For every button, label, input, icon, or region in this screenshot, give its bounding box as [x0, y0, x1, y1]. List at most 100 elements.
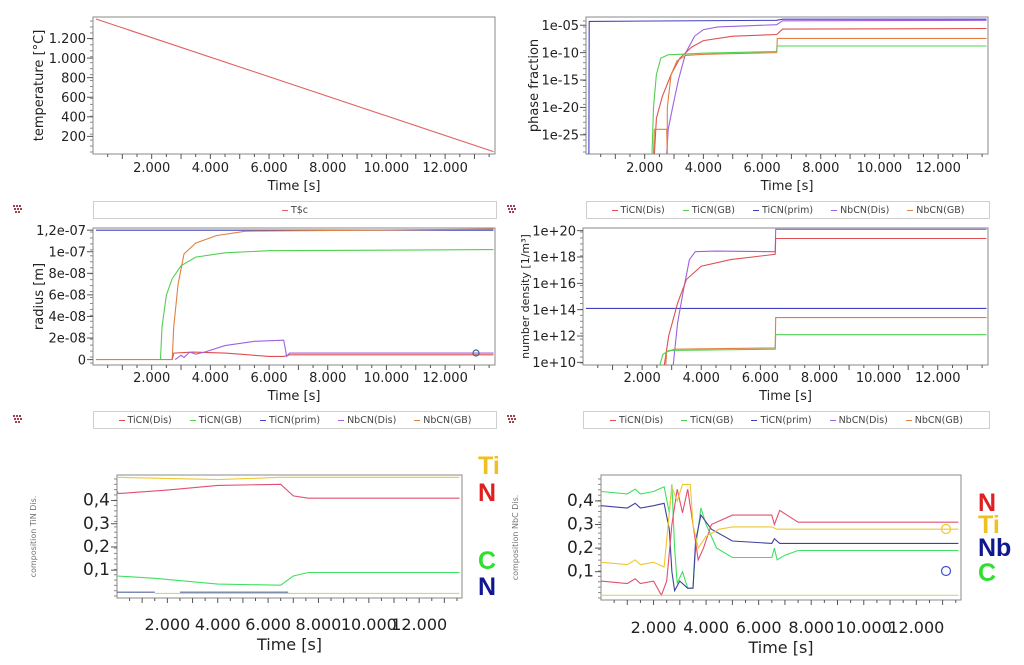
y-tick-label: 2e-08 — [48, 332, 86, 347]
element-legend-c: C — [478, 547, 497, 575]
plot-frame — [116, 474, 463, 599]
legend-item[interactable]: TiCN(GB) — [189, 415, 242, 426]
y-tick-label: 1e-10 — [541, 46, 579, 61]
x-tick-label: 2.000 — [133, 161, 170, 176]
chart-settings-icon[interactable] — [507, 205, 517, 214]
legend-swatch — [907, 209, 914, 211]
y-tick-label: 0,1 — [83, 560, 110, 580]
y-tick-label: 1e+12 — [532, 330, 576, 345]
x-tick-label: 2.000 — [626, 161, 663, 176]
element-legend-c: C — [978, 559, 997, 587]
y-axis-label: radius [m] — [32, 263, 47, 330]
y-tick-label: 1.200 — [49, 32, 86, 47]
series-line-n — [117, 483, 460, 499]
chart-settings-icon[interactable] — [13, 415, 23, 424]
legend-label: TiCN(Dis) — [619, 414, 664, 426]
series-line-ticn-gb- — [159, 249, 494, 360]
legend-label: T$c — [290, 204, 309, 216]
legend-swatch — [189, 419, 196, 421]
series-group — [601, 483, 959, 597]
y-tick-label: 8e-08 — [48, 267, 86, 282]
legend-item[interactable]: NbCN(GB) — [905, 415, 963, 426]
x-tick-label: 8.000 — [309, 161, 346, 176]
x-tick-label: 6.000 — [736, 618, 782, 637]
x-tick-label: 12.000 — [422, 161, 468, 176]
chart-settings-icon[interactable] — [507, 415, 517, 424]
legend-label: NbCN(Dis) — [838, 414, 888, 426]
x-axis-label: Time [s] — [747, 638, 813, 657]
legend-item[interactable]: NbCN(GB) — [414, 415, 471, 426]
x-tick-label: 6.000 — [250, 371, 287, 386]
y-axis-label: phase fraction — [527, 39, 542, 132]
legend-label: TiCN(Dis) — [620, 204, 665, 216]
temperature-plot: 200 400 600 800 1.000 1.200 2.000 4.000 6.000 8.0… — [32, 16, 496, 194]
legend-swatch — [681, 419, 688, 421]
x-tick-label: 4.000 — [683, 371, 720, 386]
x-tick-label: 4.000 — [192, 161, 229, 176]
y-axis-label: temperature [°C] — [32, 30, 47, 142]
radius-plot: 0 2e-08 4e-08 6e-08 8e-08 1e-07 1,2e-07 2.000 4.… — [32, 224, 496, 404]
legend-swatch — [338, 419, 345, 421]
grid-icon-svg — [13, 205, 22, 213]
legend-item[interactable]: NbCN(Dis) — [829, 414, 888, 426]
series-line-ticn-dis- — [171, 351, 494, 360]
x-tick-label: 12.000 — [391, 615, 447, 634]
y-tick-label: 4e-08 — [48, 310, 86, 325]
legend-swatch — [118, 419, 125, 421]
legend-item[interactable]: NbCN(Dis) — [831, 205, 889, 216]
marker-circle-ti — [940, 523, 952, 535]
y-tick-label: 400 — [61, 110, 86, 125]
series-line-n — [601, 489, 959, 597]
x-tick-label: 2.000 — [133, 371, 170, 386]
series-group — [95, 228, 494, 361]
legend-item[interactable]: TiCN(prim) — [751, 415, 812, 426]
legend-item[interactable]: TiCN(Dis) — [610, 415, 663, 426]
legend-swatch — [682, 209, 689, 211]
y-tick-label: 200 — [61, 130, 86, 145]
series-line-nbcn-dis- — [666, 19, 987, 154]
x-axis-label: Time [s] — [760, 179, 814, 194]
legend-item[interactable]: TiCN(Dis) — [118, 415, 172, 426]
y-axis-label: composition NbC Dis. — [511, 495, 520, 581]
y-tick-label: 1e+14 — [532, 303, 576, 318]
element-legend-n: N — [978, 489, 997, 517]
legend-item[interactable]: TiCN(GB) — [681, 415, 733, 426]
series-line-ti — [601, 483, 959, 568]
x-tick-label: 8.000 — [802, 161, 839, 176]
legend-label: NbCN(GB) — [916, 204, 965, 216]
y-tick-label: 600 — [61, 91, 86, 106]
legend-item[interactable]: NbCN(GB) — [907, 205, 964, 216]
chart-settings-icon[interactable] — [13, 205, 23, 214]
legend-item[interactable]: TiCN(GB) — [682, 204, 735, 216]
legend-swatch — [905, 419, 912, 421]
series-group — [586, 228, 987, 365]
plot-frame — [600, 474, 962, 601]
series-group — [95, 18, 494, 153]
y-tick-label: 0,4 — [567, 491, 594, 511]
legend-swatch — [829, 419, 836, 421]
series-line-ticn-gb- — [651, 45, 987, 154]
legend-swatch — [610, 419, 617, 421]
temperature-legend: T$c — [93, 201, 497, 219]
series-line-nbcn-dis- — [174, 339, 494, 361]
legend-label: TiCN(GB) — [691, 204, 735, 216]
y-tick-label: 6e-08 — [48, 289, 86, 304]
legend-item[interactable]: NbCN(Dis) — [338, 415, 396, 426]
legend-item[interactable]: T$c — [281, 204, 309, 216]
x-tick-label: 4.000 — [195, 615, 241, 634]
x-tick-label: 8.000 — [296, 615, 342, 634]
x-axis-label: Time [s] — [267, 389, 321, 404]
legend-item[interactable]: TiCN(Dis) — [611, 204, 665, 216]
legend-item[interactable]: TiCN(prim) — [752, 205, 813, 216]
series-line-c — [117, 571, 460, 586]
legend-swatch — [752, 209, 759, 211]
y-tick-label: 1e-25 — [541, 129, 579, 144]
legend-item[interactable]: TiCN(prim) — [259, 415, 320, 426]
composition-nbc-chart: 0,1 0,2 0,3 0,4 2.000 4.000 6.000 8.000 10.000 12… — [505, 445, 1024, 665]
y-tick-label: 1.000 — [49, 52, 86, 67]
legend-label: NbCN(Dis) — [347, 414, 397, 426]
y-tick-label: 800 — [61, 71, 86, 86]
y-tick-label: 0,3 — [83, 514, 110, 534]
y-tick-label: 0,1 — [567, 562, 594, 582]
y-tick-label: 1e+18 — [532, 251, 576, 266]
